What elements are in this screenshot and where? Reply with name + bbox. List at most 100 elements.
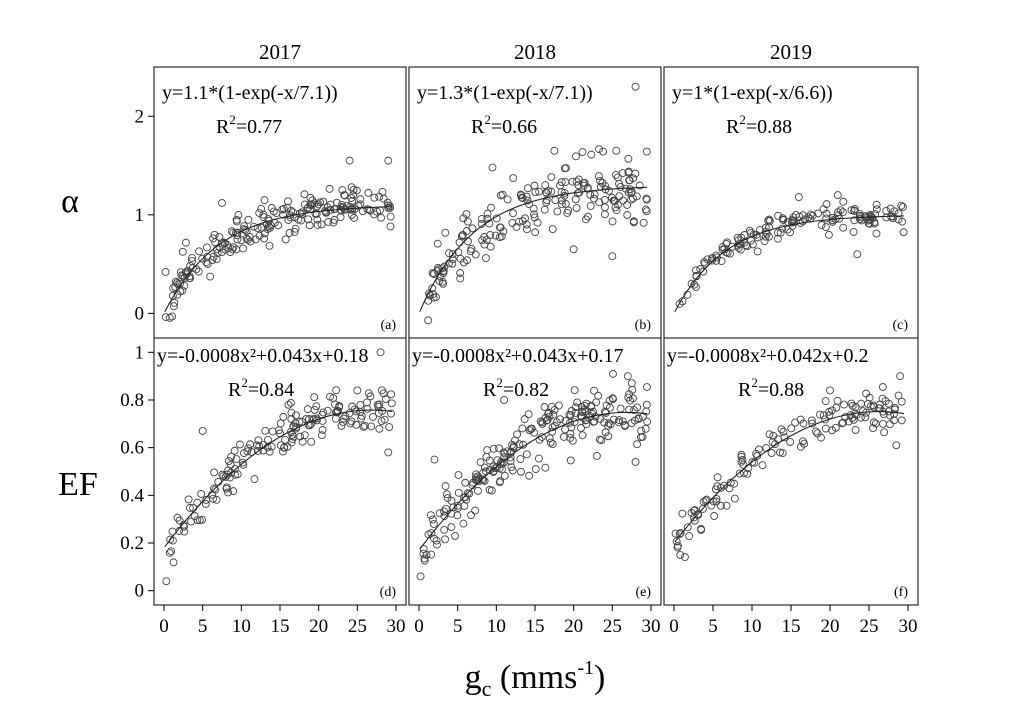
panel-frame: [153, 66, 407, 339]
data-point: [529, 204, 538, 213]
data-point: [386, 203, 395, 212]
data-point: [496, 223, 504, 232]
data-point: [219, 238, 228, 247]
data-point: [463, 217, 472, 226]
data-point: [879, 419, 887, 428]
x-tick-label: 10: [743, 616, 762, 637]
data-point: [599, 147, 608, 156]
fit-curve: [419, 186, 648, 312]
data-point: [287, 408, 296, 417]
data-point: [375, 192, 384, 201]
data-point: [839, 223, 848, 232]
data-point: [560, 188, 569, 197]
data-point: [472, 470, 480, 479]
data-point: [217, 248, 226, 257]
data-point: [257, 204, 266, 213]
y-axis-label-ef: EF: [58, 466, 98, 503]
data-point: [523, 184, 532, 193]
x-axis-label-units: (mms: [491, 659, 577, 696]
data-point: [237, 236, 246, 245]
data-point: [627, 379, 636, 388]
data-point: [212, 255, 221, 264]
data-point: [899, 228, 908, 237]
data-point: [231, 470, 240, 479]
data-point: [870, 219, 879, 228]
data-point: [804, 213, 813, 222]
x-tick-label: 0: [159, 616, 169, 637]
data-point: [166, 535, 175, 544]
data-point: [897, 201, 906, 210]
data-point: [515, 217, 523, 226]
data-point: [460, 501, 469, 510]
x-axis-label-main: g: [465, 659, 482, 696]
data-point: [323, 406, 332, 415]
data-point: [557, 196, 566, 205]
data-point: [773, 234, 782, 243]
panel-d: 00.20.40.60.810 5 10 15 20 25 30y=-0.0008x²+0.…: [120, 337, 407, 637]
data-point: [308, 200, 317, 209]
data-point: [641, 205, 650, 214]
data-point: [255, 231, 264, 240]
data-point: [301, 415, 310, 424]
data-point: [522, 450, 531, 459]
data-point: [597, 436, 606, 445]
scatter-points: [416, 369, 652, 581]
x-tick-label: 20: [309, 616, 328, 637]
y-tick-label: 1: [135, 342, 145, 363]
data-point: [483, 446, 492, 455]
x-tick-label: 5: [198, 616, 208, 637]
data-point: [890, 410, 898, 418]
data-point: [786, 437, 795, 446]
data-point: [267, 442, 276, 451]
data-point: [281, 235, 290, 244]
data-point: [898, 217, 907, 226]
data-point: [807, 416, 816, 425]
data-point: [224, 488, 232, 497]
data-point: [161, 268, 170, 276]
data-point: [384, 448, 393, 457]
data-point: [844, 417, 853, 426]
data-point: [602, 401, 611, 410]
data-point: [279, 412, 288, 421]
data-point: [849, 228, 858, 236]
data-point: [347, 183, 356, 192]
data-point: [851, 426, 860, 434]
data-point: [542, 188, 551, 197]
data-point: [748, 458, 757, 466]
data-point: [169, 558, 178, 567]
data-point: [730, 494, 739, 503]
data-point: [609, 395, 618, 403]
data-point: [222, 483, 231, 492]
data-point: [508, 466, 517, 475]
scatter-points: [161, 156, 395, 322]
data-point: [346, 203, 354, 211]
data-point: [486, 242, 495, 251]
data-point: [209, 234, 218, 243]
data-point: [335, 403, 344, 412]
data-point: [530, 428, 539, 437]
data-point: [639, 218, 648, 227]
data-point: [839, 197, 848, 206]
x-tick-label: 10: [487, 616, 506, 637]
data-point: [373, 400, 382, 409]
data-point: [491, 231, 500, 240]
data-point: [641, 424, 650, 433]
data-point: [675, 299, 684, 308]
data-point: [509, 174, 518, 183]
data-point: [420, 554, 429, 563]
data-point: [482, 453, 491, 461]
data-point: [381, 395, 390, 403]
data-point: [822, 200, 831, 209]
data-point: [331, 414, 340, 423]
data-point: [776, 448, 784, 457]
data-point: [726, 478, 735, 487]
data-point: [193, 516, 202, 524]
data-point: [483, 209, 492, 218]
data-point: [550, 405, 559, 414]
data-point: [313, 220, 322, 229]
r-squared: R2=0.88: [738, 375, 804, 401]
x-tick-label: 30: [899, 616, 918, 637]
data-point: [553, 207, 562, 216]
data-point: [673, 543, 682, 552]
